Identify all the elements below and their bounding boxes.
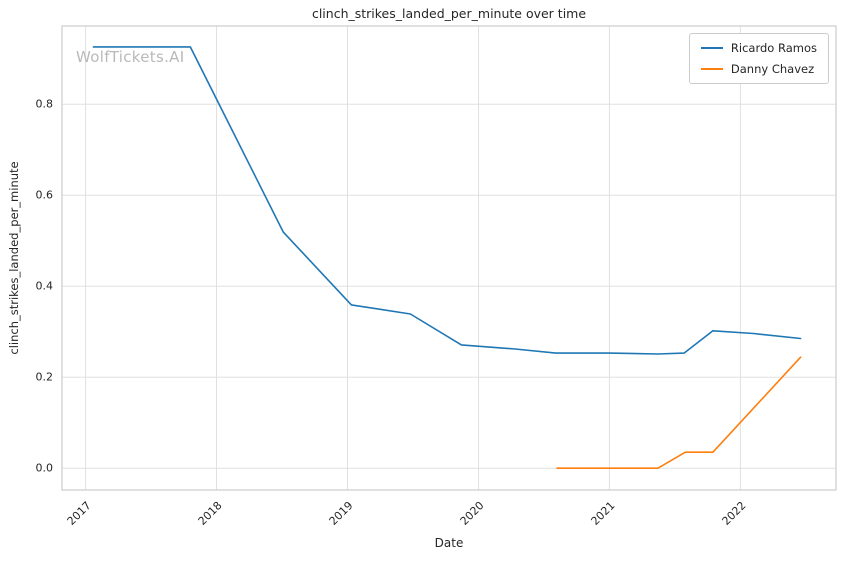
x-tick-label: 2017 [65, 499, 94, 528]
legend-item-danny-chavez: Danny Chavez [700, 62, 817, 76]
legend-label: Ricardo Ramos [730, 41, 817, 55]
watermark: WolfTickets.AI [76, 48, 185, 66]
series-line-ricardo-ramos [92, 46, 802, 355]
y-tick-label: 0.0 [36, 462, 54, 475]
legend: Ricardo Ramos Danny Chavez [688, 33, 829, 84]
legend-swatch [700, 47, 723, 49]
legend-item-ricardo-ramos: Ricardo Ramos [700, 41, 817, 55]
legend-label: Danny Chavez [730, 62, 815, 76]
x-tick-label: 2019 [327, 499, 356, 528]
y-tick-label: 0.6 [36, 189, 54, 202]
x-axis-label: Date [434, 536, 464, 550]
x-tick-label: 2018 [196, 499, 225, 528]
y-tick-label: 0.8 [36, 98, 54, 111]
x-tick-label: 2022 [720, 499, 749, 528]
series-line-danny-chavez [556, 356, 802, 470]
y-tick-label: 0.2 [36, 371, 54, 384]
chart-title: clinch_strikes_landed_per_minute over ti… [311, 6, 587, 21]
plot-border [61, 25, 837, 491]
y-axis-label: clinch_strikes_landed_per_minute [7, 161, 21, 355]
y-tick-label: 0.4 [36, 280, 54, 293]
legend-swatch [700, 68, 723, 70]
x-tick-label: 2021 [589, 499, 618, 528]
x-tick-label: 2020 [458, 499, 487, 528]
